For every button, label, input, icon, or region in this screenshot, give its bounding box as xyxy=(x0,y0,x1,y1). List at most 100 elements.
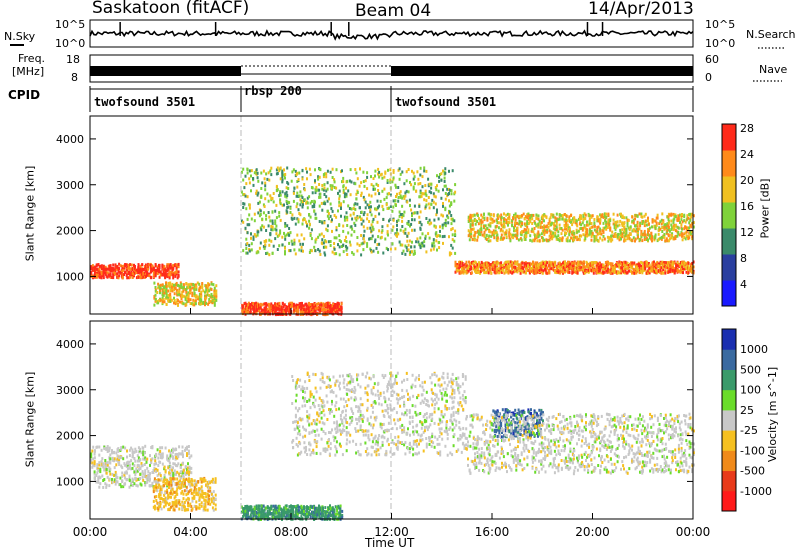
heatmap-cell xyxy=(356,236,359,239)
heatmap-cell xyxy=(276,188,279,192)
heatmap-cell xyxy=(370,213,373,217)
heatmap-cell xyxy=(386,181,389,184)
heatmap-cell xyxy=(681,265,684,269)
heatmap-cell xyxy=(566,223,569,227)
heatmap-cell xyxy=(399,195,402,199)
heatmap-cell xyxy=(317,235,320,239)
heatmap-cell xyxy=(116,272,119,276)
heatmap-cell xyxy=(100,267,103,271)
heatmap-cell xyxy=(90,455,93,459)
heatmap-cell xyxy=(296,305,299,309)
heatmap-cell xyxy=(514,215,516,219)
heatmap-cell xyxy=(508,213,511,217)
heatmap-cell xyxy=(250,232,252,236)
heatmap-cell xyxy=(483,216,486,220)
heatmap-cell xyxy=(686,214,689,218)
heatmap-cell xyxy=(298,212,301,215)
heatmap-cell xyxy=(334,304,337,307)
heatmap-cell xyxy=(489,224,492,228)
heatmap-cell xyxy=(467,229,470,233)
heatmap-cell xyxy=(401,243,404,247)
heatmap-cell xyxy=(570,214,573,217)
heatmap-cell xyxy=(116,265,119,269)
heatmap-cell xyxy=(444,167,447,171)
heatmap-cell xyxy=(336,305,339,309)
heatmap-cell xyxy=(565,214,568,218)
heatmap-cell xyxy=(423,192,426,196)
heatmap-cell xyxy=(666,224,669,228)
heatmap-cell xyxy=(93,464,96,468)
heatmap-cell xyxy=(605,224,608,228)
heatmap-cell xyxy=(647,271,650,275)
heatmap-cell xyxy=(673,227,676,231)
heatmap-cell xyxy=(338,245,341,249)
heatmap-cell xyxy=(612,269,615,273)
heatmap-cell xyxy=(300,233,303,237)
heatmap-cell xyxy=(201,282,204,285)
heatmap-cell xyxy=(499,268,502,272)
heatmap-cell xyxy=(268,238,271,242)
heatmap-cell xyxy=(185,290,188,294)
heatmap-cell xyxy=(688,231,691,235)
heatmap-cell xyxy=(152,266,155,270)
heatmap-cell xyxy=(593,268,596,272)
heatmap-cell xyxy=(309,307,312,311)
heatmap-cell xyxy=(526,225,529,229)
heatmap-cell xyxy=(657,237,660,241)
heatmap-cell xyxy=(374,169,377,173)
heatmap-cell xyxy=(256,302,259,306)
heatmap-cell xyxy=(310,237,313,241)
heatmap-cell xyxy=(516,214,519,218)
heatmap-cell xyxy=(555,219,558,223)
heatmap-cell xyxy=(284,192,287,196)
heatmap-cell xyxy=(198,297,201,301)
heatmap-cell xyxy=(272,192,275,195)
heatmap-cell xyxy=(90,452,93,456)
heatmap-cell xyxy=(533,227,536,230)
heatmap-cell xyxy=(253,219,256,223)
heatmap-cell xyxy=(356,177,359,181)
heatmap-cell xyxy=(120,485,123,489)
heatmap-cell xyxy=(271,221,274,225)
heatmap-cell xyxy=(475,265,478,269)
heatmap-cell xyxy=(141,275,144,279)
heatmap-cell xyxy=(392,170,395,174)
heatmap-cell xyxy=(524,271,527,275)
heatmap-cell xyxy=(164,276,167,280)
heatmap-cell xyxy=(268,178,271,182)
heatmap-cell xyxy=(118,458,121,462)
heatmap-cell xyxy=(288,227,291,230)
heatmap-cell xyxy=(484,228,487,232)
heatmap-cell xyxy=(345,244,347,248)
heatmap-cell xyxy=(295,205,298,209)
heatmap-cell xyxy=(571,270,574,274)
heatmap-cell xyxy=(308,222,311,226)
heatmap-cell xyxy=(98,445,101,449)
heatmap-cell xyxy=(563,269,566,273)
heatmap-cell xyxy=(492,233,495,237)
velocity-heatmap xyxy=(90,371,695,522)
heatmap-cell xyxy=(404,244,407,248)
heatmap-cell xyxy=(584,227,587,231)
heatmap-cell xyxy=(355,171,358,175)
heatmap-cell xyxy=(374,192,377,196)
heatmap-cell xyxy=(548,217,551,221)
heatmap-cell xyxy=(528,262,531,266)
heatmap-cell xyxy=(90,270,93,274)
heatmap-cell xyxy=(118,461,121,464)
heatmap-cell xyxy=(114,270,116,274)
heatmap-cell xyxy=(362,237,365,241)
heatmap-cell xyxy=(189,298,192,302)
heatmap-cell xyxy=(435,231,438,235)
heatmap-cell xyxy=(260,303,263,307)
heatmap-cell xyxy=(518,219,521,223)
heatmap-cell xyxy=(165,284,168,288)
heatmap-cell xyxy=(133,267,136,271)
heatmap-cell xyxy=(668,229,671,233)
heatmap-cell xyxy=(637,227,639,231)
heatmap-cell xyxy=(153,281,156,285)
heatmap-cell xyxy=(401,204,404,208)
heatmap-cell xyxy=(98,264,101,268)
heatmap-cell xyxy=(561,238,564,242)
heatmap-cell xyxy=(249,310,252,314)
